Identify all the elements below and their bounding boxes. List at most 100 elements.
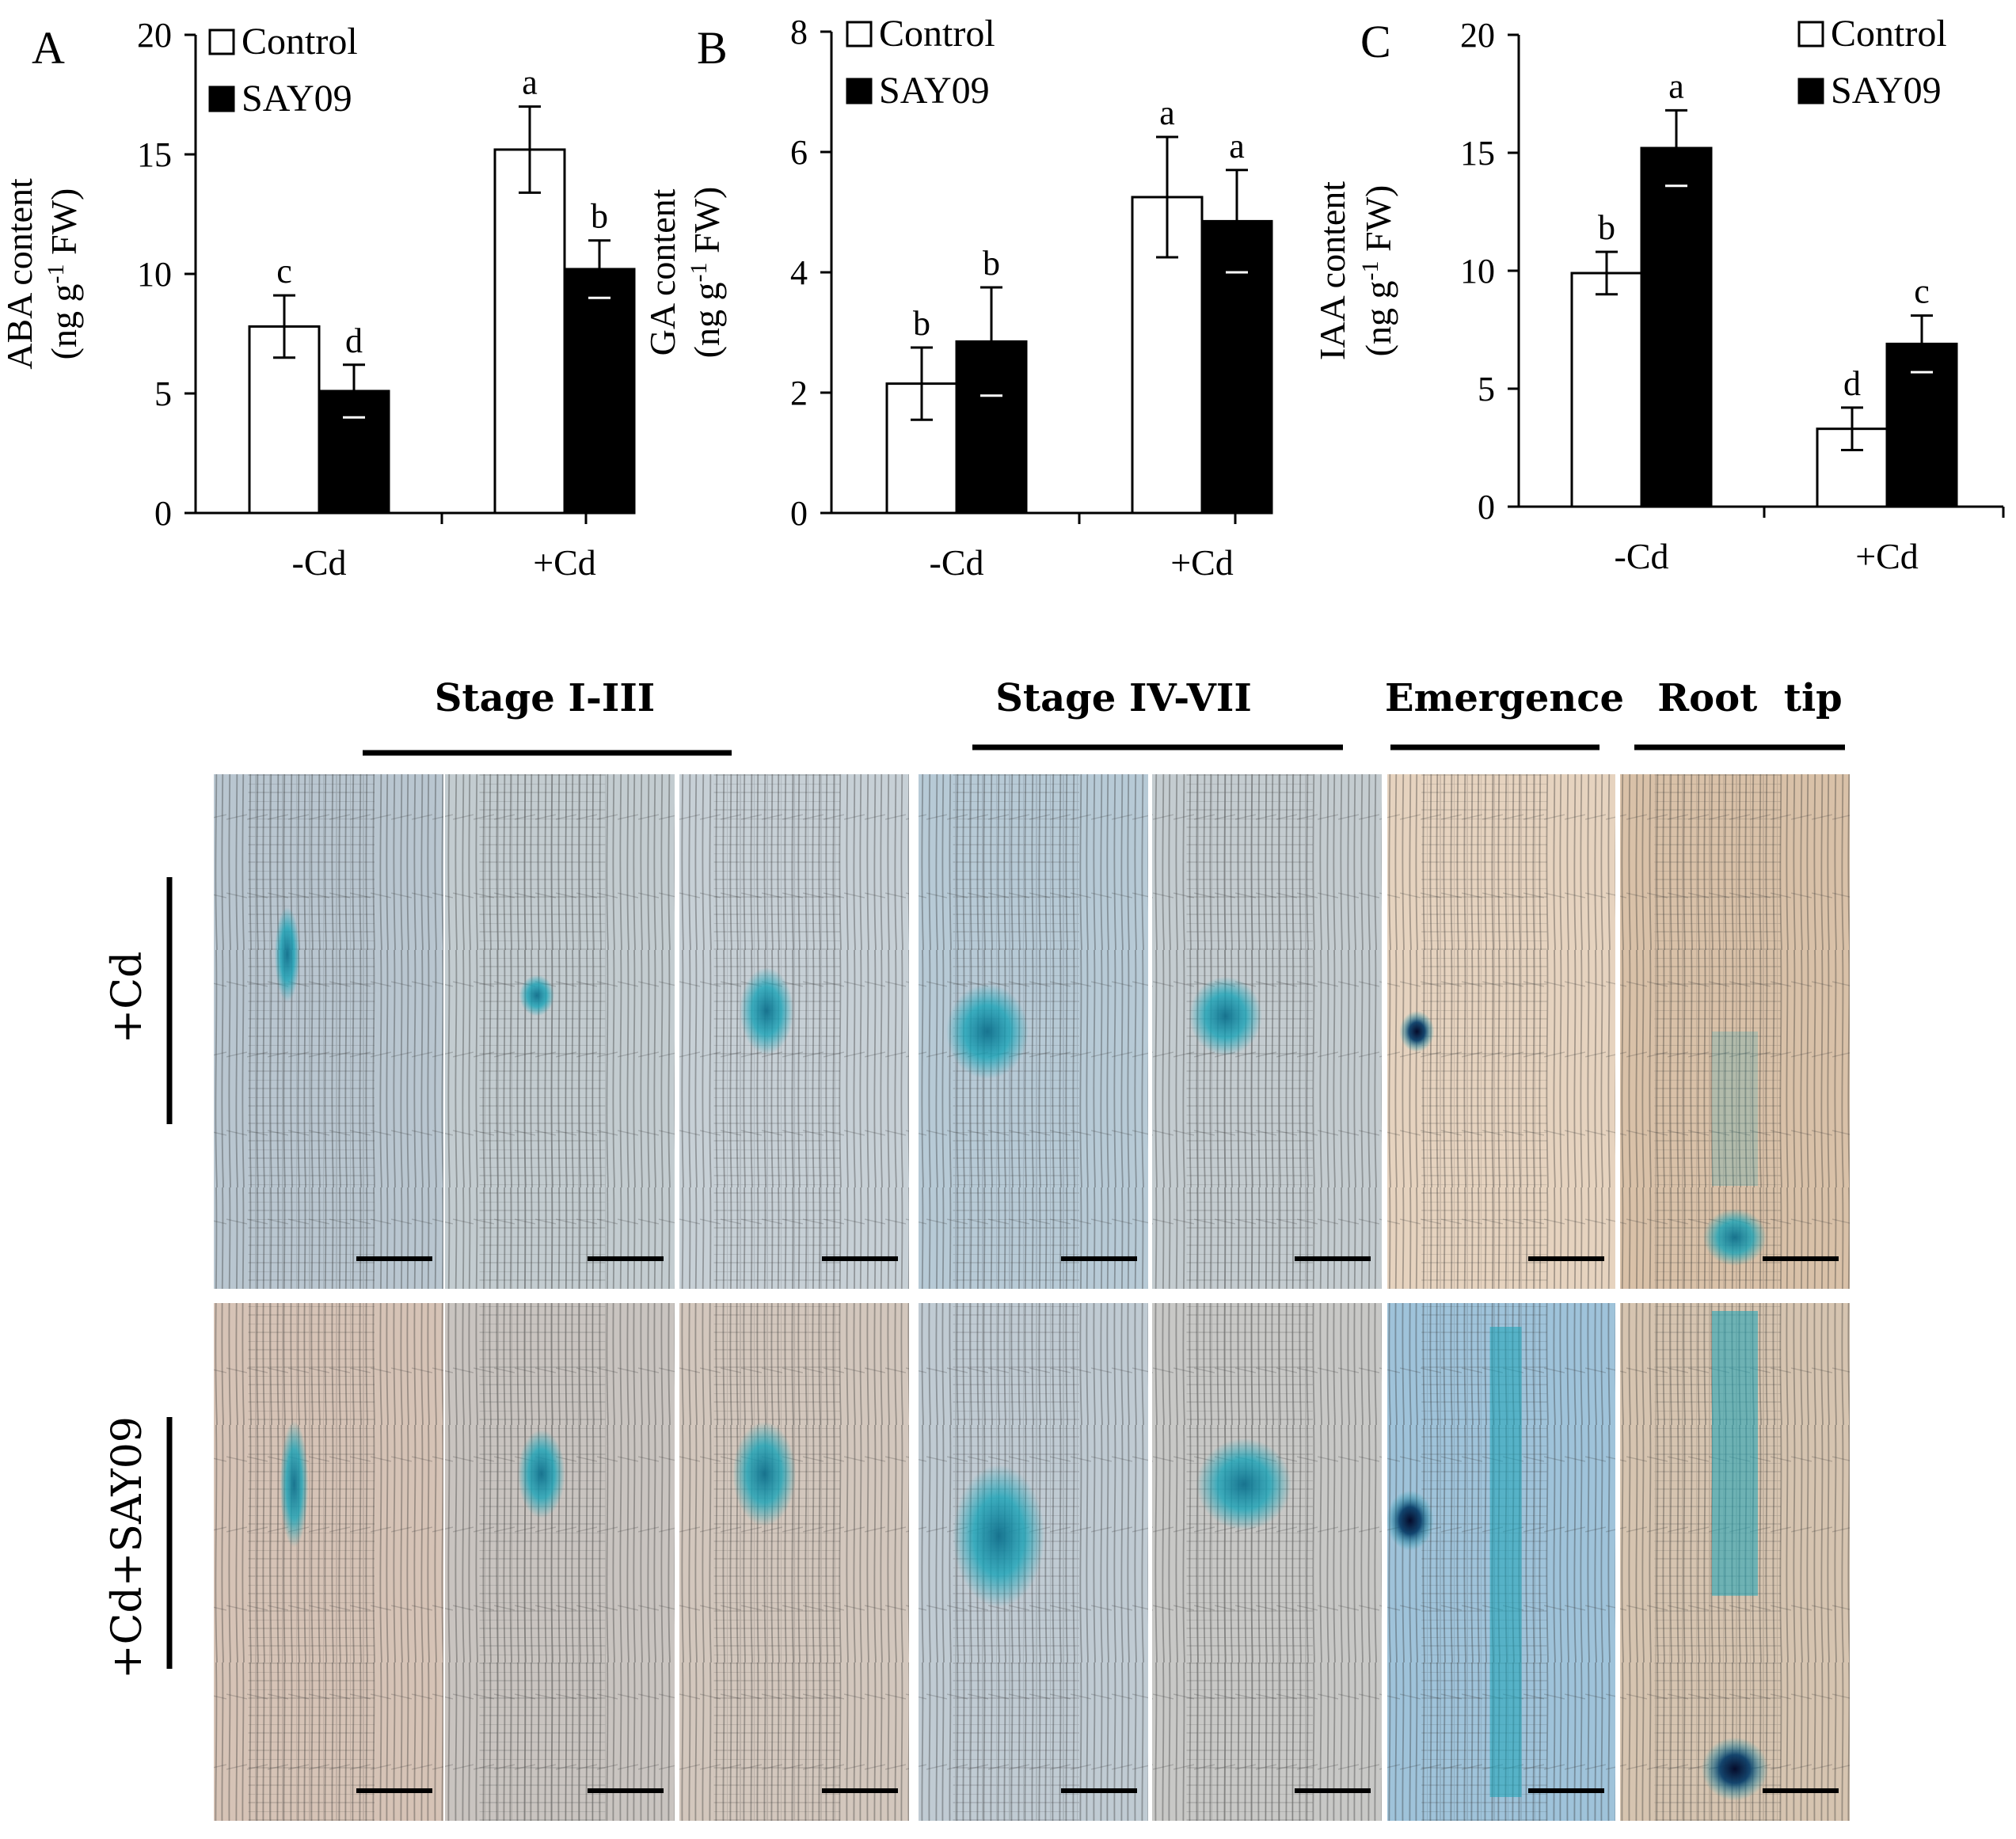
y-tick-label: 20 [1460, 16, 1495, 55]
micrograph-tile [1620, 774, 1850, 1289]
legend-swatch [1797, 78, 1824, 104]
y-tick-label: 6 [790, 133, 808, 172]
x-tick-label: +Cd [1855, 536, 1919, 576]
legend-item-say09: SAY09 [1797, 70, 1942, 112]
significance-letter: b [913, 304, 930, 343]
legend-swatch [208, 28, 235, 55]
y-axis-unit: (ng g-1 FW) [43, 188, 84, 360]
stage-label-root-tip: Root tip [1657, 676, 1842, 720]
error-bar [273, 294, 295, 359]
x-tick-label: +Cd [533, 542, 596, 583]
stain-stele [1712, 1032, 1758, 1186]
gus-stain [732, 1421, 797, 1526]
y-tick-label: 8 [790, 13, 808, 51]
y-axis-label: ABA content [0, 178, 40, 370]
y-tick-label: 4 [790, 253, 808, 292]
legend-item-say09: SAY09 [846, 70, 990, 112]
gus-stain [517, 1429, 565, 1518]
micrograph-tile [919, 1303, 1148, 1821]
significance-letter: a [1159, 93, 1175, 132]
significance-letter: b [1598, 208, 1615, 247]
significance-letter: d [345, 321, 363, 360]
legend-item-control: Control [1797, 13, 1947, 55]
bar-control [493, 148, 566, 515]
stage-label-emergence: Emergence [1385, 676, 1624, 720]
row-label-cd-say09: +Cd+SAY09 [104, 1416, 151, 1679]
micrograph-tile [214, 1303, 443, 1821]
error-bar [1226, 169, 1248, 274]
micrograph-tile [1620, 1303, 1850, 1821]
x-tick-label: -Cd [1615, 536, 1669, 576]
legend-label: Control [1831, 13, 1947, 55]
x-tick-label: +Cd [1170, 542, 1234, 583]
error-bar [1665, 108, 1687, 188]
micrograph-tile [445, 774, 675, 1289]
gus-stain [1702, 1737, 1768, 1801]
micrograph-cells [248, 774, 375, 1289]
significance-letter: a [1229, 127, 1245, 165]
y-axis-unit: (ng g-1 FW) [1357, 185, 1398, 357]
significance-letter: a [522, 63, 538, 102]
bar-control [1570, 272, 1643, 508]
legend-label: SAY09 [879, 70, 990, 112]
x-tick-label: -Cd [292, 542, 347, 583]
chart-B: B 0 2 4 6 8 GA content (ng g-1 FW) -Cd +Cd b a b a Con… [642, 13, 1273, 583]
significance-letter: a [1668, 66, 1684, 105]
stage-label-IV-VII: Stage IV-VII [995, 676, 1252, 720]
legend-swatch [208, 85, 235, 112]
legend-item-control: Control [208, 21, 358, 63]
y-axis-label: IAA content [1312, 181, 1352, 360]
micrograph-tile [1386, 1303, 1615, 1821]
micrograph-cells [248, 1303, 375, 1821]
error-bar [343, 363, 365, 419]
legend-swatch [846, 21, 873, 47]
error-bar [1596, 250, 1618, 296]
micrograph-tile [1387, 774, 1615, 1289]
y-tick-label: 15 [137, 135, 172, 174]
legend-item-say09: SAY09 [208, 78, 352, 120]
gus-stain [1189, 976, 1262, 1056]
y-tick-label: 2 [790, 374, 808, 412]
y-tick-label: 10 [137, 255, 172, 294]
gus-stain [953, 1465, 1045, 1608]
micrograph-cells [1654, 774, 1781, 1289]
y-tick-label: 10 [1460, 252, 1495, 291]
panel-letter: A [32, 22, 65, 74]
error-bar [911, 346, 933, 421]
significance-letter: d [1843, 364, 1861, 403]
legend-label: SAY09 [1831, 70, 1942, 112]
significance-letter: b [983, 244, 1000, 283]
legend-label: SAY09 [242, 78, 352, 120]
legend-swatch [1797, 21, 1824, 47]
error-bar [1911, 314, 1933, 374]
error-bar [980, 286, 1002, 397]
micrograph-tile [1152, 774, 1382, 1289]
error-bar [1156, 135, 1178, 259]
gus-stain [1399, 1011, 1435, 1052]
micrograph-cells [1186, 1303, 1313, 1821]
gus-stain [740, 967, 794, 1054]
micrograph-tile [679, 774, 909, 1289]
y-axis-label: GA content [642, 188, 683, 355]
bar-say09 [563, 268, 636, 515]
stage-label-I-III: Stage I-III [435, 676, 655, 720]
legend-label: Control [242, 21, 358, 63]
chart-A: A 0 5 10 15 20 ABA content (ng g-1 FW) -Cd +Cd c a d… [0, 16, 636, 583]
y-tick-label: 20 [137, 16, 172, 55]
y-tick-label: 0 [790, 494, 808, 533]
gus-stain [1386, 1490, 1434, 1551]
gus-stain [946, 984, 1029, 1079]
significance-letter: b [591, 197, 608, 236]
micrograph-tile [919, 774, 1148, 1289]
legend-item-control: Control [846, 13, 995, 55]
y-tick-label: 0 [154, 494, 172, 533]
y-tick-label: 0 [1478, 488, 1495, 526]
gus-stain [1703, 1209, 1767, 1266]
micrograph-cells [713, 1303, 840, 1821]
micrograph-cells [479, 1303, 606, 1821]
panel-letter: B [697, 22, 728, 74]
significance-letter: c [1914, 272, 1930, 311]
x-tick-label: -Cd [930, 542, 984, 583]
stain-stele [1712, 1311, 1758, 1596]
